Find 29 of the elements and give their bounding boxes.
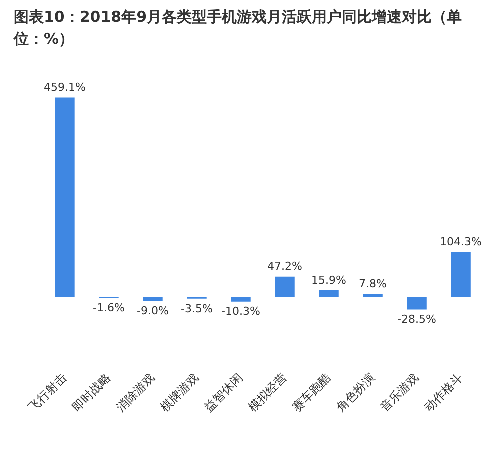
data-label: -3.5%: [181, 302, 213, 316]
data-label: 47.2%: [267, 260, 302, 274]
data-label: -10.3%: [222, 305, 260, 318]
bar: [363, 294, 383, 298]
x-tick-label: 动作格斗: [422, 370, 466, 414]
data-label: -1.6%: [92, 301, 125, 314]
data-label: 459.1%: [44, 81, 86, 94]
x-tick-label: 赛车跑酷: [290, 370, 334, 414]
data-label: 15.9%: [312, 274, 346, 287]
x-tick-label: 音乐游戏: [378, 370, 422, 414]
data-label: 7.8%: [359, 277, 387, 290]
x-tick-label: 飞行射击: [26, 370, 70, 414]
x-tick-label: 角色扮演: [334, 370, 378, 414]
bar: [275, 276, 295, 298]
x-tick-label: 模拟经营: [246, 370, 290, 414]
x-tick-label: 即时战略: [70, 370, 114, 414]
data-label: 104.3%: [440, 235, 482, 248]
bar: [231, 297, 251, 302]
bar: [55, 98, 75, 298]
x-tick-label: 棋牌游戏: [158, 370, 202, 414]
x-tick-label: 益智休闲: [202, 370, 246, 414]
data-label: -28.5%: [398, 313, 436, 326]
bar: [451, 252, 471, 298]
bar: [407, 297, 427, 310]
chart-title: 图表10：2018年9月各类型手机游戏月活跃用户同比增速对比（单位：%）: [14, 7, 464, 50]
bar: [319, 290, 339, 298]
x-tick-label: 消除游戏: [114, 370, 158, 414]
data-label: -9.0%: [136, 304, 169, 318]
bar: [143, 297, 163, 302]
